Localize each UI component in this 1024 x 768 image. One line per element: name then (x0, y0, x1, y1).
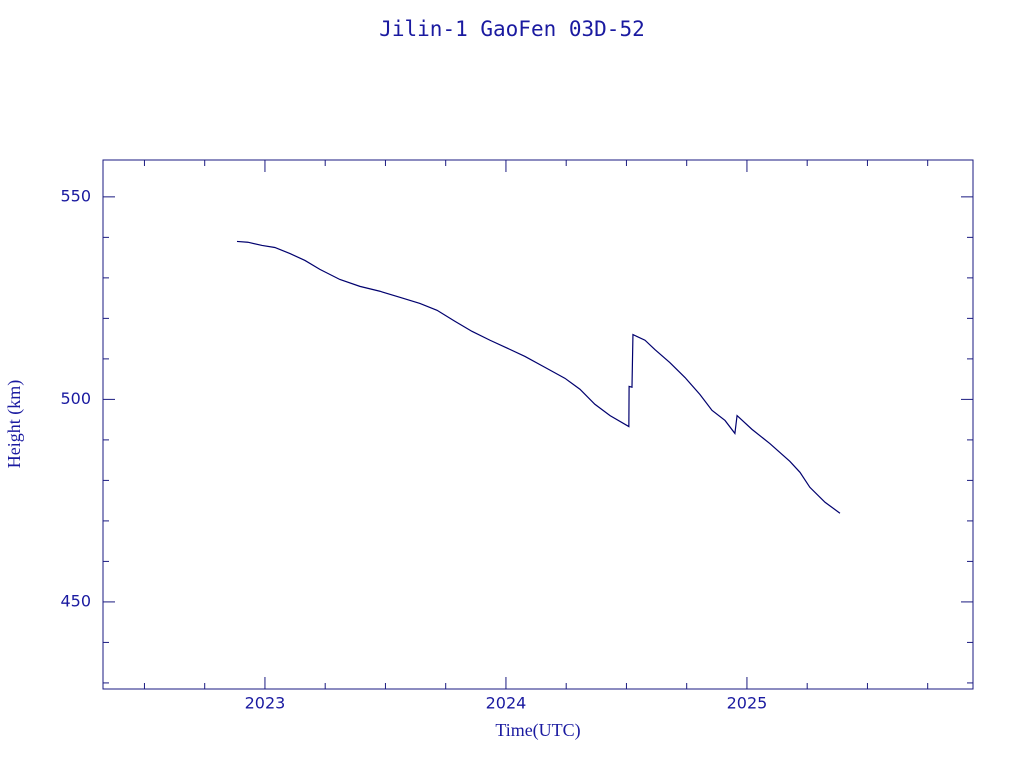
x-axis-label: Time(UTC) (495, 720, 580, 741)
x-tick-label: 2023 (245, 694, 286, 713)
x-tick-label: 2024 (486, 694, 527, 713)
y-tick-label: 500 (60, 389, 91, 408)
chart-title: Jilin-1 GaoFen 03D-52 (379, 17, 645, 41)
y-axis-label: Height (km) (4, 380, 25, 468)
data-line (236, 240, 841, 514)
y-tick-label: 550 (60, 186, 91, 205)
x-tick-label: 2025 (727, 694, 768, 713)
plot-frame (102, 159, 974, 690)
y-tick-label: 450 (60, 591, 91, 610)
